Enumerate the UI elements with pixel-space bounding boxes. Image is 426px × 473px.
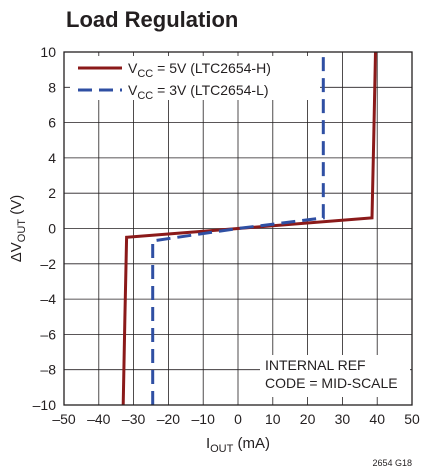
legend-label: VCC = 5V (LTC2654-H) bbox=[128, 60, 271, 80]
data-series bbox=[121, 51, 377, 406]
y-tick-label: –4 bbox=[40, 291, 56, 307]
y-tick-label: 6 bbox=[48, 115, 56, 131]
chart-title: Load Regulation bbox=[66, 7, 238, 32]
series-line bbox=[151, 52, 325, 405]
tick-labels: –50 –40 –30 –20 –10 0 10 20 30 40 501086420–2–4–6–… bbox=[33, 44, 420, 427]
y-tick-label: 0 bbox=[48, 221, 56, 237]
y-tick-label: 4 bbox=[48, 150, 56, 166]
annotation-background bbox=[260, 355, 410, 397]
legend-label: VCC = 3V (LTC2654-L) bbox=[128, 82, 269, 102]
x-tick-label: 50 bbox=[404, 411, 420, 427]
y-tick-label: –2 bbox=[40, 256, 56, 272]
figure-id: 2654 G18 bbox=[372, 458, 412, 468]
x-tick-label: –20 bbox=[157, 411, 181, 427]
x-tick-label: –40 bbox=[87, 411, 111, 427]
y-tick-label: 8 bbox=[48, 79, 56, 95]
x-tick-label: 30 bbox=[335, 411, 351, 427]
plot-frame bbox=[63, 51, 413, 406]
x-tick-label: –10 bbox=[192, 411, 216, 427]
x-tick-label: 0 bbox=[234, 411, 242, 427]
annotation-text: INTERNAL REF CODE = MID-SCALE bbox=[265, 357, 398, 391]
series-line bbox=[121, 51, 377, 406]
y-tick-label: 2 bbox=[48, 185, 56, 201]
legend-background bbox=[70, 56, 320, 100]
y-tick-label: 10 bbox=[40, 44, 56, 60]
x-tick-label: 40 bbox=[369, 411, 385, 427]
y-tick-label: –8 bbox=[40, 362, 56, 378]
x-axis-label: IOUT (mA) bbox=[206, 435, 270, 455]
y-axis-label: ΔVOUT (V) bbox=[8, 195, 28, 262]
x-tick-label: 20 bbox=[300, 411, 316, 427]
x-tick-label: 10 bbox=[265, 411, 281, 427]
y-tick-label: –10 bbox=[33, 397, 57, 413]
y-tick-label: –6 bbox=[40, 326, 56, 342]
x-tick-label: –50 bbox=[52, 411, 76, 427]
legend: VCC = 5V (LTC2654-H)VCC = 3V (LTC2654-L) bbox=[78, 60, 271, 102]
x-tick-label: –30 bbox=[122, 411, 146, 427]
